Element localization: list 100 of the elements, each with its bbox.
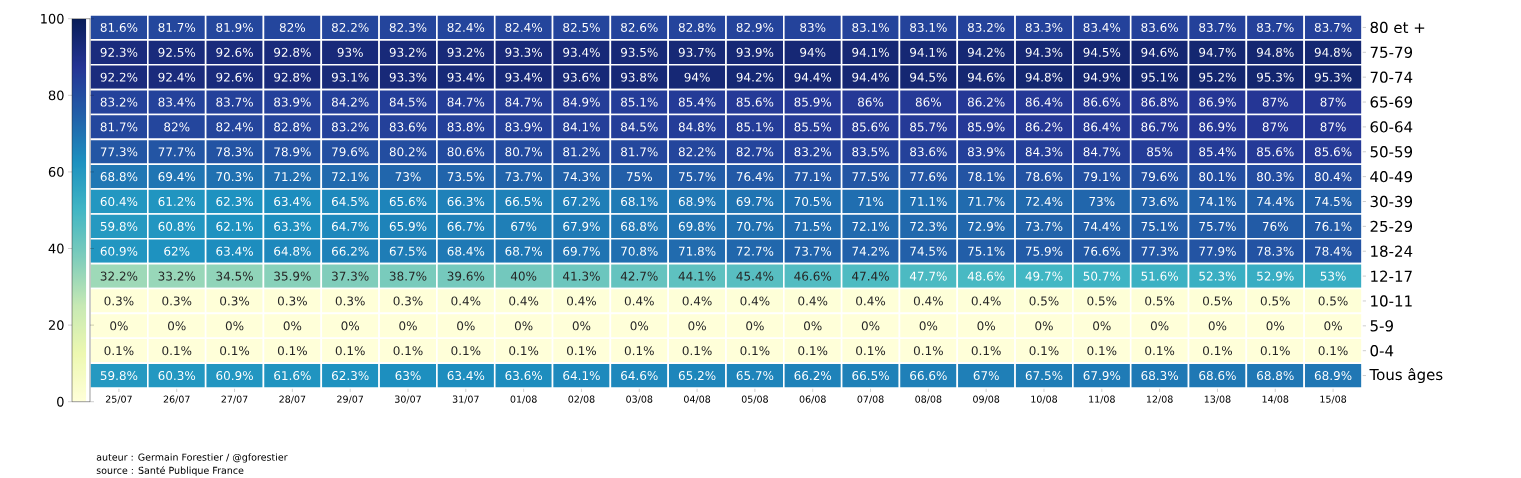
data-label: 81.7% xyxy=(621,147,658,157)
data-label: 33.2% xyxy=(158,271,196,281)
data-label: 44.1% xyxy=(678,271,716,281)
data-label: 73.7% xyxy=(505,172,543,182)
data-label: 0.5% xyxy=(1260,296,1290,306)
data-label: 0.1% xyxy=(1087,346,1117,356)
data-label: 67.9% xyxy=(563,221,600,231)
x-tick-label: 03/08 xyxy=(626,395,653,404)
data-label: 64.1% xyxy=(563,371,600,381)
data-label: 78.1% xyxy=(968,172,1005,182)
x-tick-label: 26/07 xyxy=(163,395,190,404)
data-label: 83.2% xyxy=(100,97,138,107)
data-label: 84.7% xyxy=(447,97,485,107)
data-label: 85% xyxy=(1147,147,1173,157)
data-label: 64.6% xyxy=(621,371,658,381)
data-label: 84.2% xyxy=(331,97,369,107)
data-label: 92.6% xyxy=(216,72,253,82)
data-label: 0% xyxy=(572,321,591,331)
data-label: 68.8% xyxy=(1257,371,1294,381)
data-label: 92.8% xyxy=(274,47,311,57)
data-label: 0% xyxy=(1150,321,1169,331)
data-label: 49.7% xyxy=(1025,271,1063,281)
data-label: 86.2% xyxy=(1025,122,1063,132)
data-label: 64.7% xyxy=(331,221,369,231)
data-label: 0.1% xyxy=(1318,346,1348,356)
data-label: 93.4% xyxy=(563,47,600,57)
data-label: 0% xyxy=(1093,321,1111,331)
y-tick-label: 5-9 xyxy=(1370,320,1393,332)
data-label: 39.6% xyxy=(447,271,485,281)
data-label: 94.8% xyxy=(1025,72,1063,82)
data-label: 77.3% xyxy=(1141,246,1179,256)
data-label: 84.8% xyxy=(678,122,716,132)
data-label: 0.4% xyxy=(913,296,943,306)
y-tick-label: 50-59 xyxy=(1370,146,1413,158)
data-label: 82.3% xyxy=(389,22,427,32)
data-label: 94.3% xyxy=(1025,47,1063,57)
data-label: 67% xyxy=(511,221,537,231)
data-label: 0.1% xyxy=(162,346,192,356)
data-label: 80.3% xyxy=(1257,172,1294,182)
data-label: 87% xyxy=(1320,97,1346,107)
data-label: 95.3% xyxy=(1314,72,1352,82)
data-label: 60.9% xyxy=(216,371,253,381)
data-label: 62.1% xyxy=(216,221,253,231)
data-label: 66.5% xyxy=(505,196,543,207)
data-label: 86.9% xyxy=(1199,97,1236,107)
data-label: 83.2% xyxy=(331,122,369,132)
data-label: 83.8% xyxy=(447,122,485,132)
data-label: 74.4% xyxy=(1257,196,1294,207)
data-label: 83.2% xyxy=(967,22,1005,32)
x-tick-label: 29/07 xyxy=(337,395,364,404)
data-label: 75.9% xyxy=(1025,246,1063,256)
x-tick-label: 02/08 xyxy=(568,395,595,404)
data-label: 80.4% xyxy=(1314,172,1352,182)
data-label: 76.1% xyxy=(1315,221,1352,231)
data-label: 85.6% xyxy=(1257,147,1294,157)
data-label: 0.1% xyxy=(856,346,886,356)
data-label: 83.4% xyxy=(158,97,196,107)
color-bar-label: 80 xyxy=(48,90,64,101)
data-label: 72.4% xyxy=(1025,196,1063,207)
data-label: 94.1% xyxy=(910,47,947,57)
x-tick-label: 11/08 xyxy=(1089,395,1115,404)
data-label: 80.7% xyxy=(505,147,543,157)
data-label: 0% xyxy=(110,321,128,331)
data-label: 78.4% xyxy=(1315,246,1352,256)
data-label: 83.6% xyxy=(389,122,427,132)
data-label: 83.2% xyxy=(794,147,832,157)
data-label: 68.8% xyxy=(100,172,138,182)
data-label: 47.4% xyxy=(852,271,889,281)
data-label: 61.6% xyxy=(274,371,311,381)
data-label: 93.5% xyxy=(620,47,658,57)
data-label: 86.9% xyxy=(1199,122,1236,132)
data-label: 0.4% xyxy=(451,296,481,306)
data-label: 83.4% xyxy=(1083,22,1121,32)
data-label: 74.1% xyxy=(1199,196,1236,207)
x-tick-label: 06/08 xyxy=(799,395,826,404)
data-label: 85.5% xyxy=(794,122,832,132)
data-label: 79.6% xyxy=(1141,172,1179,182)
data-label: 72.9% xyxy=(968,221,1005,231)
color-bar-label: 0 xyxy=(57,396,64,407)
data-label: 0.1% xyxy=(220,346,250,356)
data-label: 69.8% xyxy=(678,221,716,231)
y-tick-label: 30-39 xyxy=(1370,195,1413,208)
data-label: 60.8% xyxy=(158,221,196,231)
data-label: 67% xyxy=(973,371,999,381)
data-label: 0% xyxy=(283,321,302,331)
data-label: 86.4% xyxy=(1025,97,1063,107)
data-label: 0.5% xyxy=(1145,296,1175,306)
data-label: 0.1% xyxy=(104,346,134,356)
data-label: 80.1% xyxy=(1199,172,1236,182)
data-label: 93.3% xyxy=(505,47,543,57)
data-label: 62.3% xyxy=(216,196,253,207)
data-label: 41.3% xyxy=(562,271,600,281)
data-label: 93.9% xyxy=(736,47,774,57)
data-label: 85.1% xyxy=(736,122,774,132)
data-label: 0.1% xyxy=(798,346,828,356)
data-label: 75.7% xyxy=(1199,221,1236,231)
data-label: 71.2% xyxy=(274,172,311,182)
data-label: 83.6% xyxy=(1141,22,1179,32)
data-label: 92.8% xyxy=(274,72,311,82)
data-label: 62.3% xyxy=(331,371,369,381)
